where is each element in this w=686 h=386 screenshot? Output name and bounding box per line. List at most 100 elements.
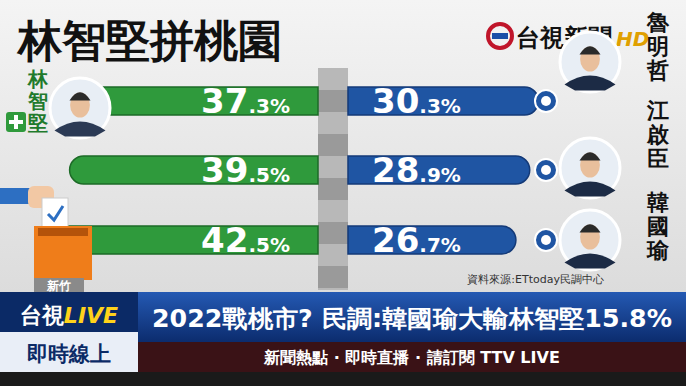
background xyxy=(0,0,686,292)
badge-live: LIVE xyxy=(64,303,118,328)
photo-frame xyxy=(560,138,620,198)
badge-top: 台視LIVE xyxy=(20,303,118,328)
name-char: 哲 xyxy=(646,58,669,83)
label-main: 39 xyxy=(201,150,248,190)
right-candidate: 韓國瑜 xyxy=(535,190,670,270)
source: 資料來源:ETtoday民調中心 xyxy=(467,273,604,286)
badge-bottom: 即時線上 xyxy=(27,342,111,366)
party-emblem xyxy=(535,229,557,251)
logo-ring xyxy=(488,24,512,48)
photo-frame xyxy=(560,210,620,270)
right-candidate: 江啟臣 xyxy=(535,98,670,198)
photo-hair xyxy=(580,224,601,232)
data-label: 28.9% xyxy=(372,150,461,190)
category-label: 韓國瑜 xyxy=(646,190,670,263)
ballot xyxy=(42,198,68,228)
badge xyxy=(0,292,138,372)
name-char: 臣 xyxy=(647,146,669,171)
party-icon xyxy=(6,112,26,132)
data-label: 42.5% xyxy=(201,220,290,260)
data-label: 26.7% xyxy=(372,220,461,260)
column-cell xyxy=(318,90,348,112)
column-cell xyxy=(318,288,348,290)
title: 林智堅拼桃園 xyxy=(16,15,282,66)
data-label: 39.5% xyxy=(201,150,290,190)
column-cell xyxy=(318,222,348,244)
logo-bar xyxy=(492,33,508,39)
sleeve xyxy=(0,188,30,204)
name-char: 江 xyxy=(646,98,669,123)
column-cell xyxy=(318,68,348,90)
chart: 林智堅拼桃園台視新聞HD37.3%30.3%39.5%28.9%42.5%26.… xyxy=(0,0,686,386)
headline: 2022戰桃市? 民調:韓國瑜大輸林智堅15.8% xyxy=(152,305,672,333)
label-minor: .7% xyxy=(419,233,461,257)
column-cell xyxy=(318,244,348,266)
party-emblem-sun xyxy=(541,96,551,106)
photo-face xyxy=(580,46,600,71)
slot xyxy=(38,228,88,236)
label-minor: .5% xyxy=(248,163,290,187)
label-main: 37 xyxy=(201,81,248,121)
box xyxy=(34,226,92,280)
photo-face xyxy=(70,92,90,117)
label-minor: .3% xyxy=(248,94,290,118)
photo-suit xyxy=(565,182,616,197)
label-main: 30 xyxy=(372,81,419,121)
name-char: 啟 xyxy=(646,122,670,147)
party-emblem xyxy=(535,90,557,112)
column-cell xyxy=(318,200,348,222)
ballot-illustration: 新竹 xyxy=(0,186,92,293)
bars xyxy=(51,87,539,254)
column-cell xyxy=(318,266,348,288)
party-emblem-sun xyxy=(541,235,551,245)
photo-suit xyxy=(565,76,616,91)
series-name: 林智堅 xyxy=(27,67,49,135)
place-tab xyxy=(34,278,84,292)
label-minor: .9% xyxy=(419,163,461,187)
name-char: 魯 xyxy=(646,10,670,35)
name-char: 林 xyxy=(27,67,49,91)
right-candidate: 魯明哲 xyxy=(535,10,670,112)
name-char: 韓 xyxy=(647,190,669,215)
column-cell xyxy=(318,112,348,134)
data-label: 37.3% xyxy=(201,81,290,121)
name-char: 明 xyxy=(647,34,669,59)
category-label: 江啟臣 xyxy=(646,98,670,171)
photo-suit xyxy=(55,122,106,137)
label-main: 28 xyxy=(372,150,419,190)
photo-suit xyxy=(565,254,616,269)
label-main: 26 xyxy=(372,220,419,260)
label-minor: .5% xyxy=(248,233,290,257)
column-cell xyxy=(318,156,348,178)
photo-frame xyxy=(50,78,110,138)
category-label: 魯明哲 xyxy=(646,10,670,83)
column-cell xyxy=(318,178,348,200)
check xyxy=(48,206,63,220)
crawl-band xyxy=(0,342,686,386)
photo-face xyxy=(580,224,600,249)
label-minor: .3% xyxy=(419,94,461,118)
data-label: 30.3% xyxy=(372,81,461,121)
party-emblem xyxy=(535,159,557,181)
photo-frame xyxy=(560,32,620,92)
column-cell xyxy=(318,134,348,156)
place-label: 新竹 xyxy=(46,279,71,293)
label-main: 42 xyxy=(201,220,248,260)
name-char: 瑜 xyxy=(646,238,670,263)
left-candidate: 林智堅 xyxy=(6,67,110,138)
name-char: 國 xyxy=(647,214,669,239)
photo-hair xyxy=(70,92,91,100)
party-cross xyxy=(9,115,23,129)
logo-badge: HD xyxy=(616,27,649,51)
name-char: 堅 xyxy=(27,111,48,135)
photo-hair xyxy=(580,152,601,160)
crawl: 新聞熱點 · 即時直播 · 請訂閱 TTV LIVE xyxy=(263,348,560,367)
photo-hair xyxy=(580,46,601,54)
party-emblem-sun xyxy=(541,165,551,175)
data-labels: 37.3%30.3%39.5%28.9%42.5%26.7% xyxy=(201,81,461,260)
badge-brand: 台視 xyxy=(20,303,64,328)
badge-lower xyxy=(0,332,138,372)
name-char: 智 xyxy=(27,89,48,113)
ticker: 台視LIVE 即時線上 2022戰桃市? 民調:韓國瑜大輸林智堅15.8% 新聞熱點 … xyxy=(0,292,686,386)
center-column xyxy=(318,68,348,290)
